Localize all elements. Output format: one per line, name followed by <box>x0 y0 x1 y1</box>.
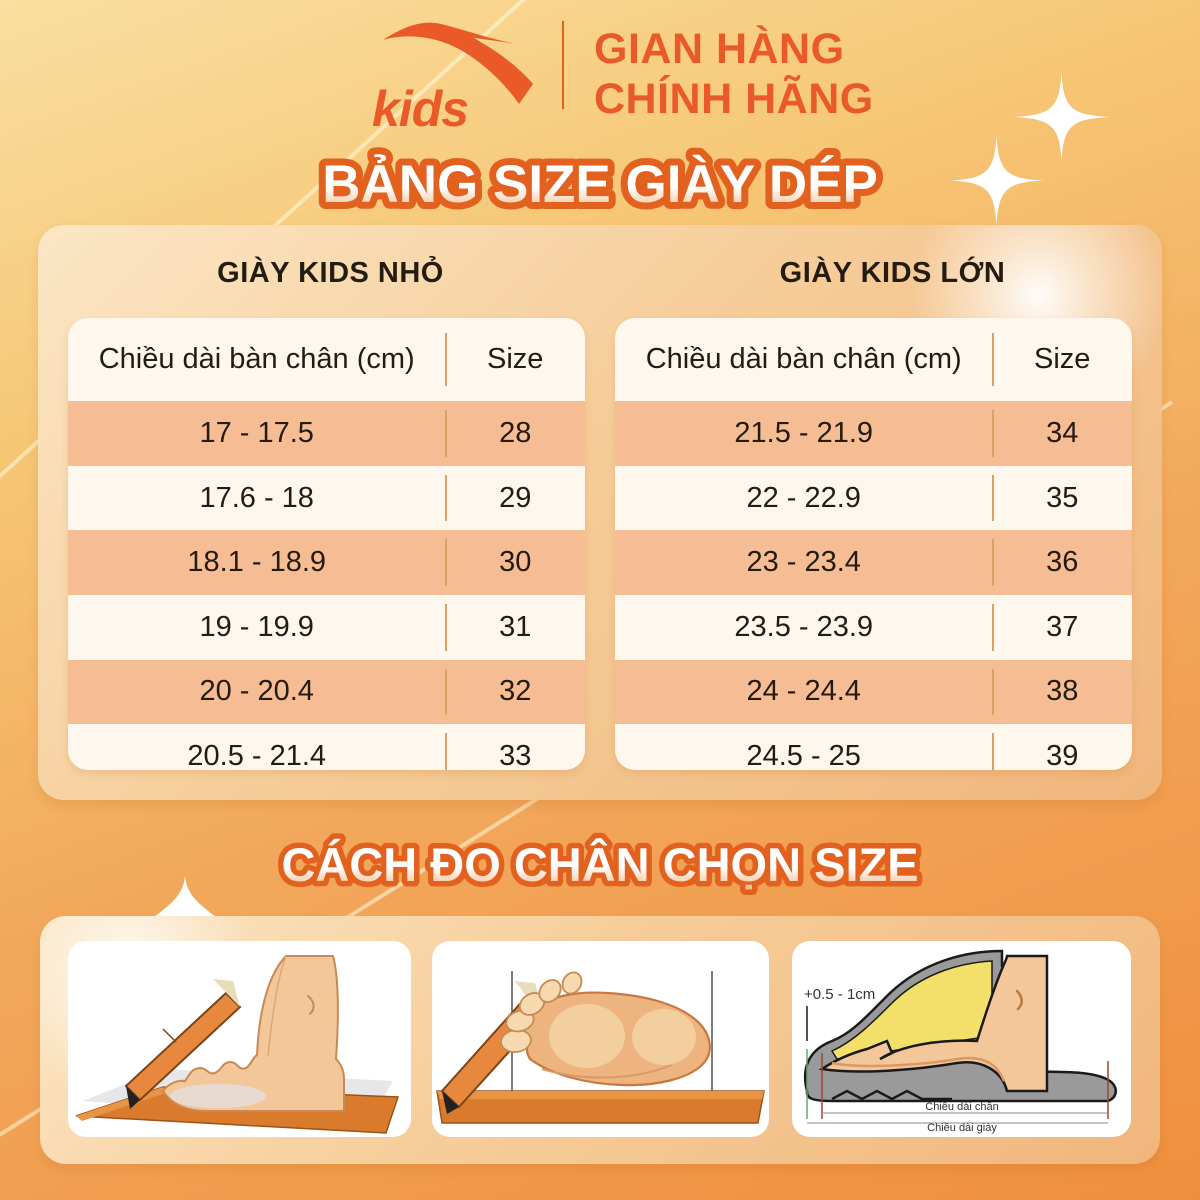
svg-text:BẢNG SIZE GIÀY DÉP: BẢNG SIZE GIÀY DÉP <box>322 154 878 214</box>
svg-text:CÁCH ĐO CHÂN CHỌN SIZE: CÁCH ĐO CHÂN CHỌN SIZE <box>281 838 918 891</box>
svg-text:Chiều dài chân: Chiều dài chân <box>925 1101 998 1113</box>
svg-text:+0.5 - 1cm: +0.5 - 1cm <box>804 986 875 1003</box>
svg-text:Chiều dài giày: Chiều dài giày <box>927 1122 997 1134</box>
